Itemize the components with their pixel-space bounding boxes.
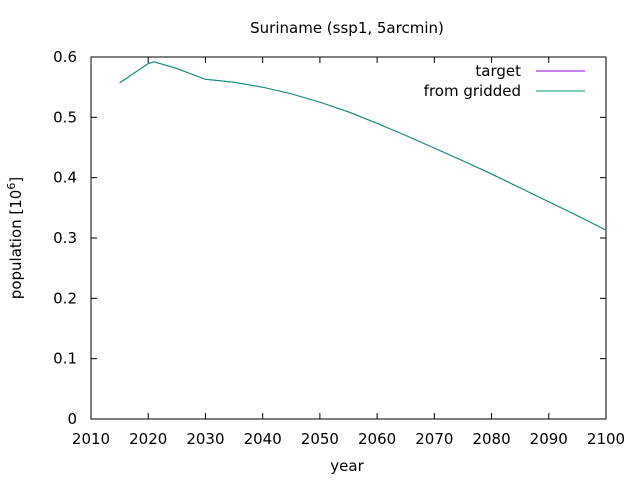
x-axis-ticks: 2010 2020 2030 2040 2050 2060 2070 2080 2090 2100	[72, 57, 625, 448]
y-tick-label: 0.2	[53, 289, 77, 307]
chart-title: Suriname (ssp1, 5arcmin)	[250, 19, 444, 37]
plot-frame	[90, 56, 607, 420]
x-tick-label: 2090	[530, 430, 568, 448]
y-axis-label: population [106]	[5, 177, 25, 299]
x-tick-label: 2080	[472, 430, 510, 448]
y-tick-label: 0.4	[53, 169, 77, 187]
x-tick-label: 2050	[301, 430, 339, 448]
y-axis-ticks: 0 0.1 0.2 0.3 0.4 0.5 0.6	[53, 48, 606, 428]
series-line-from-gridded	[119, 61, 607, 231]
x-tick-label: 2060	[358, 430, 396, 448]
legend: target from gridded	[424, 62, 585, 100]
y-axis-label-suffix: ]	[7, 177, 25, 183]
x-tick-label: 2040	[244, 430, 282, 448]
x-tick-label: 2010	[72, 430, 110, 448]
x-tick-label: 2020	[129, 430, 167, 448]
y-axis-label-exponent: 6	[5, 183, 18, 190]
x-tick-label: 2030	[186, 430, 224, 448]
y-tick-label: 0	[67, 410, 77, 428]
y-tick-label: 0.6	[53, 48, 77, 66]
x-tick-label: 2070	[415, 430, 453, 448]
y-axis-label-base: population [10	[7, 190, 25, 300]
y-tick-label: 0.1	[53, 350, 77, 368]
legend-label-target: target	[475, 62, 521, 80]
x-tick-label: 2100	[587, 430, 625, 448]
y-tick-label: 0.3	[53, 229, 77, 247]
y-tick-label: 0.5	[53, 108, 77, 126]
x-axis-label: year	[330, 457, 364, 475]
series-lines	[119, 61, 607, 231]
series-line-target	[119, 61, 607, 231]
legend-label-from-gridded: from gridded	[424, 82, 521, 100]
